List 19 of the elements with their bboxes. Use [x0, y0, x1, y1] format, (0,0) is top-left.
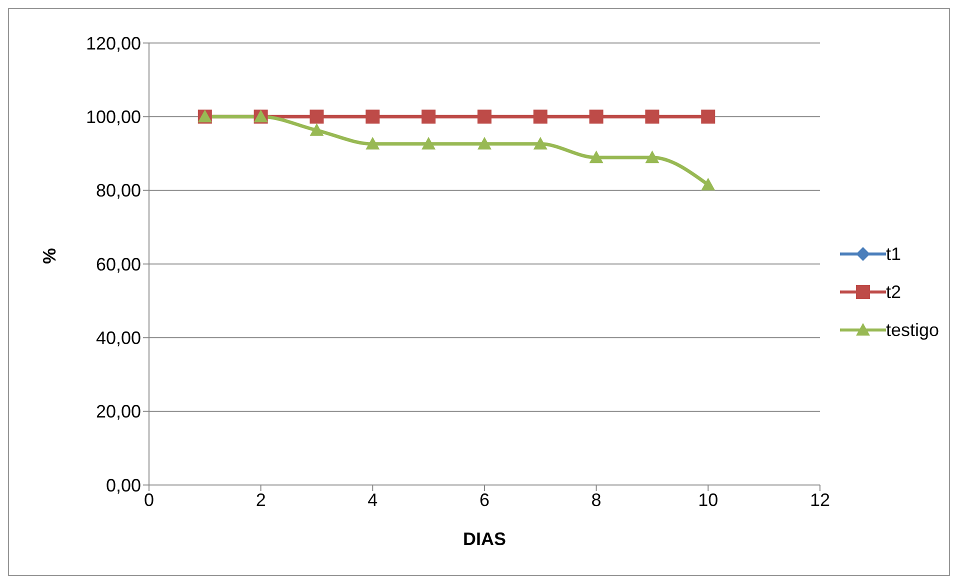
y-tick-label: 20,00: [96, 402, 141, 422]
x-tick-label: 12: [810, 490, 830, 510]
x-tick-label: 6: [479, 490, 490, 510]
x-tick-label: 2: [256, 490, 266, 510]
y-tick-label: 120,00: [86, 33, 141, 54]
x-tick-label: 4: [368, 490, 378, 510]
y-axis-title: %: [39, 248, 60, 264]
y-tick-label: 80,00: [96, 180, 141, 201]
x-axis-title: DIAS: [462, 529, 506, 549]
legend-label: testigo: [886, 320, 939, 340]
y-tick-label: 0,00: [106, 475, 141, 496]
x-tick-label: 10: [698, 490, 718, 510]
y-tick-label: 40,00: [96, 328, 141, 348]
y-tick-label: 60,00: [96, 254, 141, 274]
x-tick-label: 0: [144, 490, 154, 510]
x-tick-label: 8: [591, 490, 602, 510]
legend-label: t1: [886, 244, 901, 264]
y-tick-label: 100,00: [86, 107, 141, 128]
legend-label: t2: [886, 282, 901, 302]
